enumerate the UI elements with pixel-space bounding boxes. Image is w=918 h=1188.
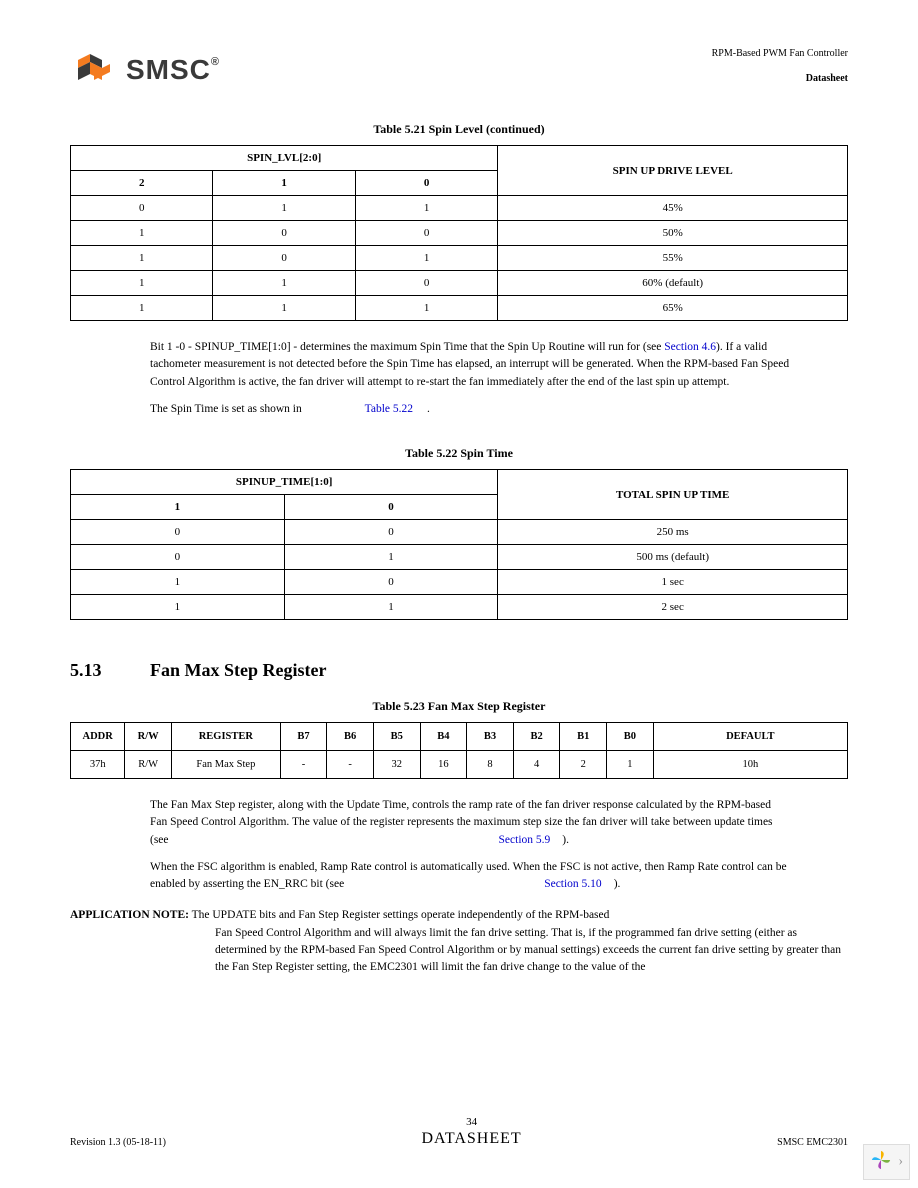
table-row: 01500 ms (default) (71, 545, 848, 570)
link-section-5-10[interactable]: Section 5.10 (544, 878, 602, 890)
section-5-13-heading: 5.13 Fan Max Step Register (70, 660, 848, 681)
paragraph-spinup-time: Bit 1 -0 - SPINUP_TIME[1:0] - determines… (150, 339, 790, 418)
table-row: 10155% (71, 246, 848, 271)
col-group: SPIN_LVL[2:0] (71, 146, 498, 171)
col-drive-level: SPIN UP DRIVE LEVEL (498, 146, 848, 196)
application-note: APPLICATION NOTE: The UPDATE bits and Fa… (70, 907, 848, 976)
footer-page-number: 34 (422, 1116, 522, 1128)
app-note-text-inline: The UPDATE bits and Fan Step Register se… (192, 909, 610, 921)
logo: SMSC® (70, 48, 220, 92)
col-1: 1 (213, 171, 355, 196)
col-group: SPINUP_TIME[1:0] (71, 470, 498, 495)
paragraph-fan-max-step: The Fan Max Step register, along with th… (150, 797, 790, 893)
table-fan-max-step: ADDR R/W REGISTER B7 B6 B5 B4 B3 B2 B1 B… (70, 722, 848, 779)
link-table-5-22[interactable]: Table 5.22 (365, 403, 413, 415)
footer-revision: Revision 1.3 (05-18-11) (70, 1137, 166, 1148)
table-5-21-caption: Table 5.21 Spin Level (continued) (70, 122, 848, 137)
header-meta: RPM-Based PWM Fan Controller Datasheet (712, 48, 848, 84)
doc-title: RPM-Based PWM Fan Controller (712, 48, 848, 59)
table-5-23-caption: Table 5.23 Fan Max Step Register (70, 699, 848, 714)
pinwheel-icon (870, 1149, 892, 1175)
table-row: 01145% (71, 196, 848, 221)
table-row: 37h R/W Fan Max Step - - 32 16 8 4 2 1 1… (71, 751, 848, 779)
table-row: 11165% (71, 296, 848, 321)
doc-type: Datasheet (712, 73, 848, 84)
section-number: 5.13 (70, 660, 150, 681)
section-title: Fan Max Step Register (150, 660, 326, 681)
table-row: 112 sec (71, 595, 848, 620)
footer-datasheet-label: DATASHEET (422, 1130, 522, 1148)
table-spin-time: SPINUP_TIME[1:0] TOTAL SPIN UP TIME 1 0 … (70, 469, 848, 620)
col-0: 0 (284, 495, 498, 520)
table-row: 00250 ms (71, 520, 848, 545)
table-row: 10050% (71, 221, 848, 246)
col-1: 1 (71, 495, 285, 520)
table-row: 101 sec (71, 570, 848, 595)
col-0: 0 (355, 171, 498, 196)
col-total-time: TOTAL SPIN UP TIME (498, 470, 848, 520)
table-spin-level: SPIN_LVL[2:0] SPIN UP DRIVE LEVEL 2 1 0 … (70, 145, 848, 321)
viewer-badge[interactable]: › (863, 1144, 910, 1180)
app-note-text: Fan Speed Control Algorithm and will alw… (215, 925, 848, 977)
table-row: 11060% (default) (71, 271, 848, 296)
app-note-label: APPLICATION NOTE: (70, 909, 189, 921)
table-5-22-caption: Table 5.22 Spin Time (70, 446, 848, 461)
page-header: SMSC® RPM-Based PWM Fan Controller Datas… (70, 48, 848, 92)
footer-product: SMSC EMC2301 (777, 1137, 848, 1148)
page-footer: Revision 1.3 (05-18-11) 34 DATASHEET SMS… (70, 1116, 848, 1148)
smsc-logo-icon (70, 48, 118, 92)
col-2: 2 (71, 171, 213, 196)
chevron-right-icon: › (898, 1154, 903, 1170)
link-section-5-9[interactable]: Section 5.9 (499, 834, 551, 846)
link-section-4-6[interactable]: Section 4.6 (664, 341, 716, 353)
logo-text: SMSC® (126, 54, 220, 86)
